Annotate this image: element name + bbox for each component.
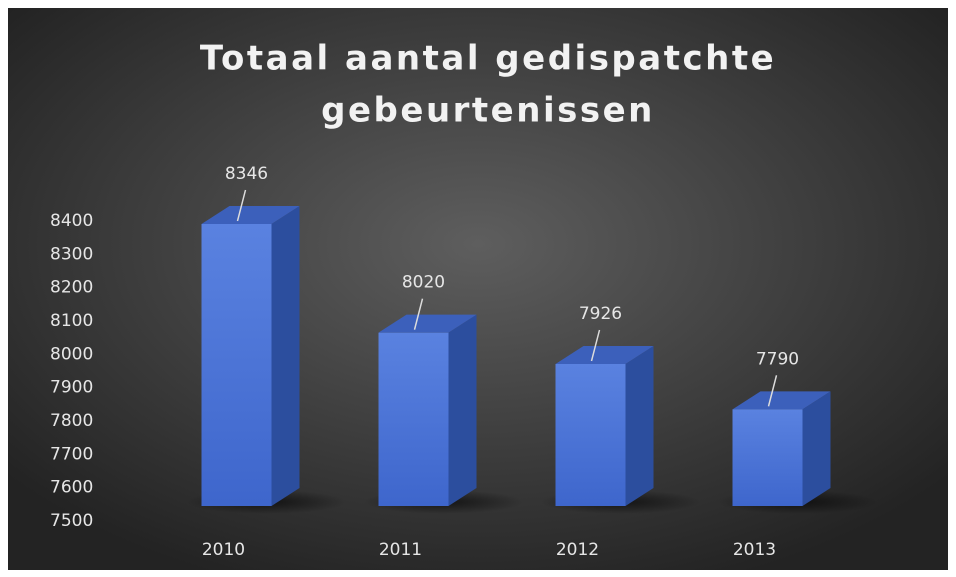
- label-leader: [413, 298, 424, 330]
- y-tick-label: 7700: [50, 444, 93, 464]
- y-tick-label: 8300: [50, 244, 93, 264]
- y-tick-label: 8100: [50, 311, 93, 331]
- bar-side: [625, 346, 654, 506]
- bar: [378, 332, 449, 506]
- data-label: 8020: [402, 273, 445, 293]
- data-label: 8346: [225, 164, 268, 184]
- bar-top: [732, 391, 831, 410]
- y-tick-label: 7900: [50, 378, 93, 398]
- label-leader: [590, 329, 601, 362]
- label-leader: [236, 189, 247, 222]
- bar-top: [555, 346, 654, 364]
- bar: [555, 364, 626, 506]
- data-label: 7926: [579, 304, 622, 324]
- label-leader: [767, 375, 778, 407]
- y-tick-label: 8200: [50, 278, 93, 298]
- x-tick-label: 2013: [733, 540, 776, 560]
- chart-title: Totaal aantal gedispatchte: [200, 39, 776, 79]
- x-tick-label: 2012: [556, 540, 599, 560]
- bar-top: [378, 314, 477, 333]
- y-tick-label: 7800: [50, 411, 93, 431]
- x-tick-label: 2010: [202, 540, 245, 560]
- bar-side: [448, 314, 477, 506]
- bar-side: [802, 391, 831, 506]
- bar-top: [201, 206, 300, 224]
- chart-title: gebeurtenissen: [321, 91, 655, 131]
- x-tick-label: 2011: [379, 540, 422, 560]
- bar: [732, 409, 803, 506]
- y-tick-label: 7600: [50, 478, 93, 498]
- y-tick-label: 8400: [50, 211, 93, 231]
- y-tick-label: 7500: [50, 511, 93, 531]
- y-tick-label: 8000: [50, 344, 93, 364]
- data-label: 7790: [756, 349, 799, 369]
- bar: [201, 224, 272, 506]
- bar-side: [271, 206, 300, 506]
